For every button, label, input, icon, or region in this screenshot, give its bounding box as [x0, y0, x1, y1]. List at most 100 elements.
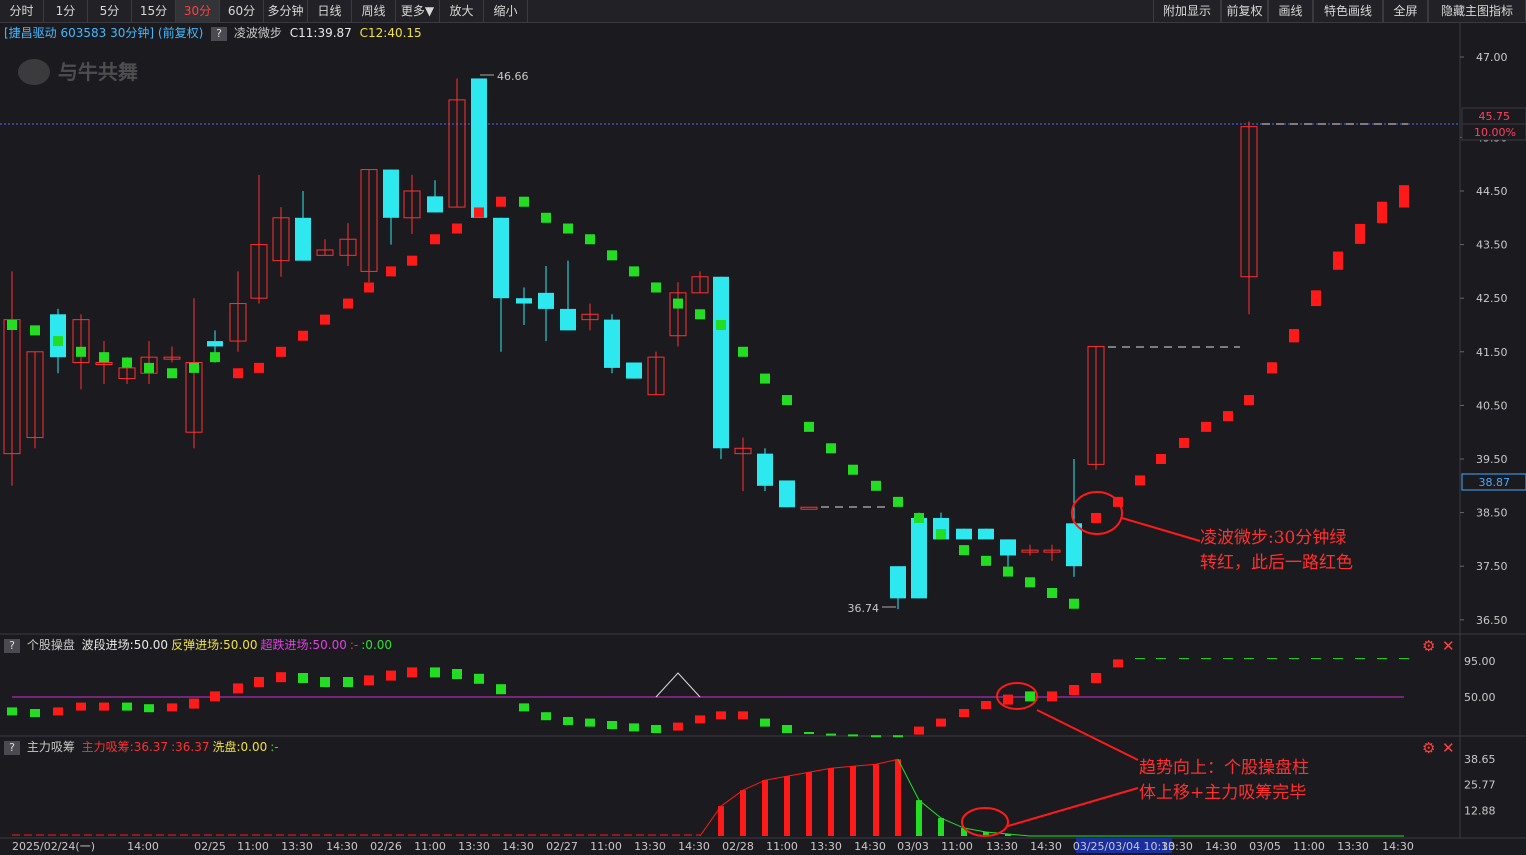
xaxis-label: 14:30 [678, 840, 710, 853]
panel1-bar [233, 683, 243, 694]
panel1-bar [7, 707, 17, 716]
lingbo-step [1201, 421, 1211, 432]
lingbo-step [804, 421, 814, 432]
panel2-green-bar [983, 832, 989, 836]
panel1-bar [189, 698, 199, 709]
panel1-bar [848, 734, 858, 737]
lingbo-step [386, 266, 396, 277]
panel2-bar [762, 780, 768, 836]
period-button[interactable]: 15分 [132, 0, 176, 22]
toolbar-right-button[interactable]: 全屏 [1383, 0, 1428, 22]
indicator-value: :0.00 [361, 638, 393, 652]
indicator-value: :- [270, 740, 279, 754]
panel1-bar [826, 733, 836, 736]
panel1-bar [804, 732, 814, 734]
panel2-bar [850, 766, 856, 836]
yaxis-label: 50.00 [1464, 691, 1496, 704]
candle [295, 217, 311, 261]
indicator-value: 反弹进场:50.00 [171, 638, 258, 652]
yaxis-label: 47.00 [1476, 51, 1508, 64]
candle [956, 528, 972, 540]
candle [1087, 345, 1105, 465]
lingbo-step [673, 298, 683, 309]
panel1-bar [519, 703, 529, 712]
xaxis-label: 13:30 [634, 840, 666, 853]
candle [427, 196, 443, 213]
close-icon[interactable]: ✕ [1442, 739, 1455, 757]
help-icon[interactable]: ? [211, 26, 228, 41]
gear-icon[interactable]: ⚙ [1422, 637, 1436, 655]
gear-icon[interactable]: ⚙ [1422, 739, 1436, 757]
period-button[interactable]: 多分钟 [264, 0, 308, 22]
xaxis-label: 13:30 [281, 840, 313, 853]
lingbo-step [1267, 362, 1277, 374]
indicator-value: 波段进场:50.00 [81, 638, 169, 652]
indicator-value: :36.37 [171, 740, 210, 754]
panel2-bar [718, 806, 724, 836]
candle [118, 367, 136, 380]
candle [1066, 523, 1082, 567]
panel2-bar [740, 790, 746, 836]
candle [316, 249, 334, 256]
xaxis-label: 14:30 [326, 840, 358, 853]
period-button[interactable]: 分时 [0, 0, 44, 22]
candle [50, 314, 66, 358]
lingbo-step [343, 298, 353, 309]
candle [1021, 549, 1039, 553]
lingbo-step [430, 234, 440, 245]
cursor-badge-text: 38.87 [1479, 476, 1511, 489]
lingbo-step [1069, 598, 1079, 609]
close-icon[interactable]: ✕ [1442, 637, 1455, 655]
stock-label[interactable]: [捷昌驱动 603583 30分钟] (前复权) [4, 26, 204, 40]
toolbar-right-button[interactable]: 前复权 [1221, 0, 1268, 22]
panel1-bar [563, 717, 573, 725]
annotation-circle [1071, 491, 1123, 535]
panel1-bar [144, 704, 154, 713]
xaxis-label: 14:30 [1205, 840, 1237, 853]
toolbar-right-button[interactable]: 附加显示 [1153, 0, 1221, 22]
lingbo-step [1289, 329, 1299, 343]
panel1-bar [53, 707, 63, 716]
period-button[interactable]: 1分 [44, 0, 88, 22]
period-button[interactable]: 60分 [220, 0, 264, 22]
period-button[interactable]: 放大 [440, 0, 484, 22]
candle [911, 517, 927, 599]
annotation-arrow [1007, 787, 1139, 827]
candle [95, 362, 113, 366]
indicator-name: 凌波微步 [233, 26, 282, 40]
xaxis-label: 11:00 [941, 840, 973, 853]
lingbo-step [959, 545, 969, 556]
candle [978, 528, 994, 540]
xaxis-label: 02/28 [722, 840, 754, 853]
lingbo-step [167, 368, 177, 379]
period-button[interactable]: 30分 [176, 0, 220, 22]
lingbo-step [254, 362, 264, 373]
toolbar-right-button[interactable]: 特色画线 [1313, 0, 1383, 22]
period-button[interactable]: 周线 [352, 0, 396, 22]
lingbo-step [474, 207, 484, 218]
period-button[interactable]: 缩小 [484, 0, 528, 22]
period-button[interactable]: 5分 [88, 0, 132, 22]
panel2-green-bar [916, 800, 922, 836]
lingbo-step [826, 443, 836, 454]
lingbo-step [7, 320, 17, 330]
candle [581, 313, 599, 321]
period-button[interactable]: 日线 [308, 0, 352, 22]
panel1-bar [30, 709, 40, 717]
lingbo-step [716, 320, 726, 330]
lingbo-step [936, 529, 946, 540]
lingbo-step [210, 352, 220, 363]
help-icon[interactable]: ? [4, 638, 20, 653]
candle [1240, 126, 1258, 278]
panel1-triangle [655, 672, 701, 698]
lingbo-step [1377, 201, 1387, 224]
help-icon[interactable]: ? [4, 740, 20, 755]
period-button[interactable]: 更多▼ [396, 0, 440, 22]
xaxis-label: 03/25/03/04 10:30 [1073, 840, 1175, 853]
high-label: 46.66 [497, 70, 529, 83]
toolbar-right-button[interactable]: 画线 [1268, 0, 1313, 22]
panel2-bar [784, 776, 790, 836]
pct-badge-text: 10.00% [1474, 126, 1516, 139]
panel2-green-bar [961, 828, 967, 836]
